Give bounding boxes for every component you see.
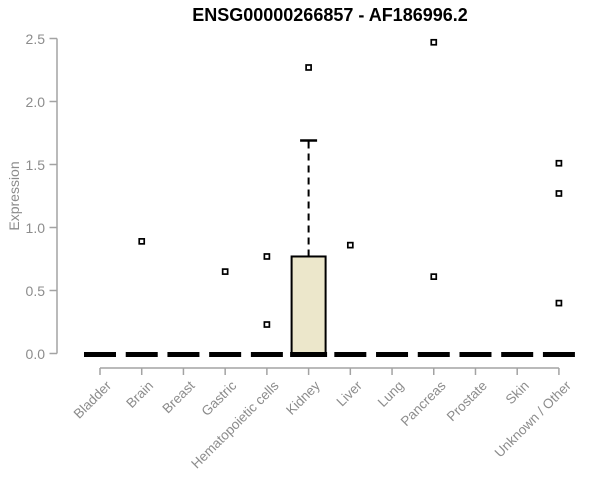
median-line — [290, 352, 328, 357]
x-category-label: Lung — [374, 378, 407, 410]
x-category-label: Liver — [333, 378, 365, 410]
x-category-label: Skin — [502, 378, 532, 408]
x-category-label: Kidney — [283, 378, 324, 418]
median-line — [250, 352, 283, 357]
x-category-label: Unknown / Other — [491, 378, 574, 461]
x-category-label: Prostate — [443, 378, 491, 425]
median-line — [167, 352, 200, 357]
y-tick-label: 1.5 — [25, 156, 45, 173]
outlier-point — [430, 273, 438, 280]
outlier-point — [138, 238, 146, 245]
outlier-point — [263, 321, 271, 328]
outlier-point — [263, 253, 271, 260]
median-line — [542, 352, 575, 357]
y-tick-label: 0.5 — [25, 282, 45, 299]
outlier-point — [305, 64, 312, 71]
x-category-label: Gastric — [198, 378, 240, 419]
outlier-point — [555, 299, 563, 307]
y-tick-label: 2.5 — [25, 30, 45, 47]
x-category-label: Pancreas — [397, 378, 449, 429]
chart-title: ENSG00000266857 - AF186996.2 — [192, 5, 468, 25]
median-line — [209, 352, 242, 357]
x-category-label: Brain — [123, 378, 157, 411]
x-category-label: Bladder — [71, 378, 115, 422]
y-tick-label: 2.0 — [25, 93, 45, 110]
median-line — [417, 352, 450, 357]
outlier-point — [346, 241, 354, 249]
y-tick-label: 1.0 — [25, 219, 45, 236]
median-line — [84, 352, 116, 357]
median-line — [125, 352, 158, 357]
median-line — [334, 352, 367, 357]
median-line — [376, 352, 409, 357]
y-tick-label: 0.0 — [25, 345, 45, 362]
x-category-label: Breast — [159, 378, 199, 417]
outlier-point — [221, 268, 229, 275]
median-line — [501, 352, 534, 357]
outlier-point — [430, 38, 438, 46]
median-line — [459, 352, 492, 357]
outlier-point — [555, 190, 563, 197]
outlier-point — [555, 159, 563, 167]
box-iqr — [290, 255, 327, 355]
